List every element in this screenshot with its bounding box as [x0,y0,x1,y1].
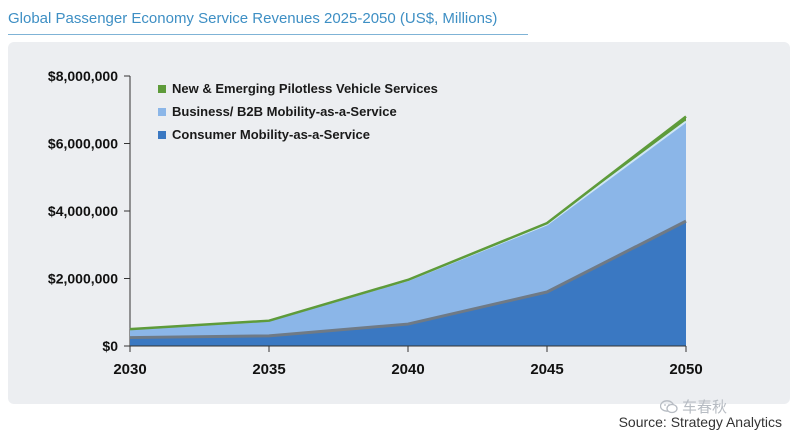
y-tick-label: $4,000,000 [48,203,118,219]
legend-label: Consumer Mobility-as-a-Service [172,127,370,142]
watermark: 车春秋 [660,396,727,417]
legend-swatch [158,108,166,116]
legend-swatch [158,131,166,139]
consumer-series-edge [129,219,687,340]
watermark-text: 车春秋 [682,398,728,416]
legend-label: Business/ B2B Mobility-as-a-Service [172,104,397,119]
y-tick-label: $2,000,000 [48,271,118,287]
area-business-b2b-mobility-as-a-service [130,121,686,338]
source-note: Source: Strategy Analytics [618,414,782,430]
x-tick-label: 2050 [669,361,702,378]
wechat-icon [660,400,678,414]
pilotless-series-edge [129,115,687,331]
title-divider [8,34,528,35]
area-consumer-mobility-as-a-service [130,221,686,346]
x-tick-label: 2035 [252,361,285,378]
x-tick-label: 2040 [391,361,424,378]
legend-label: New & Emerging Pilotless Vehicle Service… [172,81,438,96]
legend-swatch [158,85,166,93]
x-tick-label: 2045 [530,361,563,378]
x-tick-label: 2030 [113,361,146,378]
y-tick-label: $0 [102,338,118,354]
y-tick-label: $6,000,000 [48,136,118,152]
chart-title: Global Passenger Economy Service Revenue… [8,10,498,27]
y-tick-label: $8,000,000 [48,68,118,84]
